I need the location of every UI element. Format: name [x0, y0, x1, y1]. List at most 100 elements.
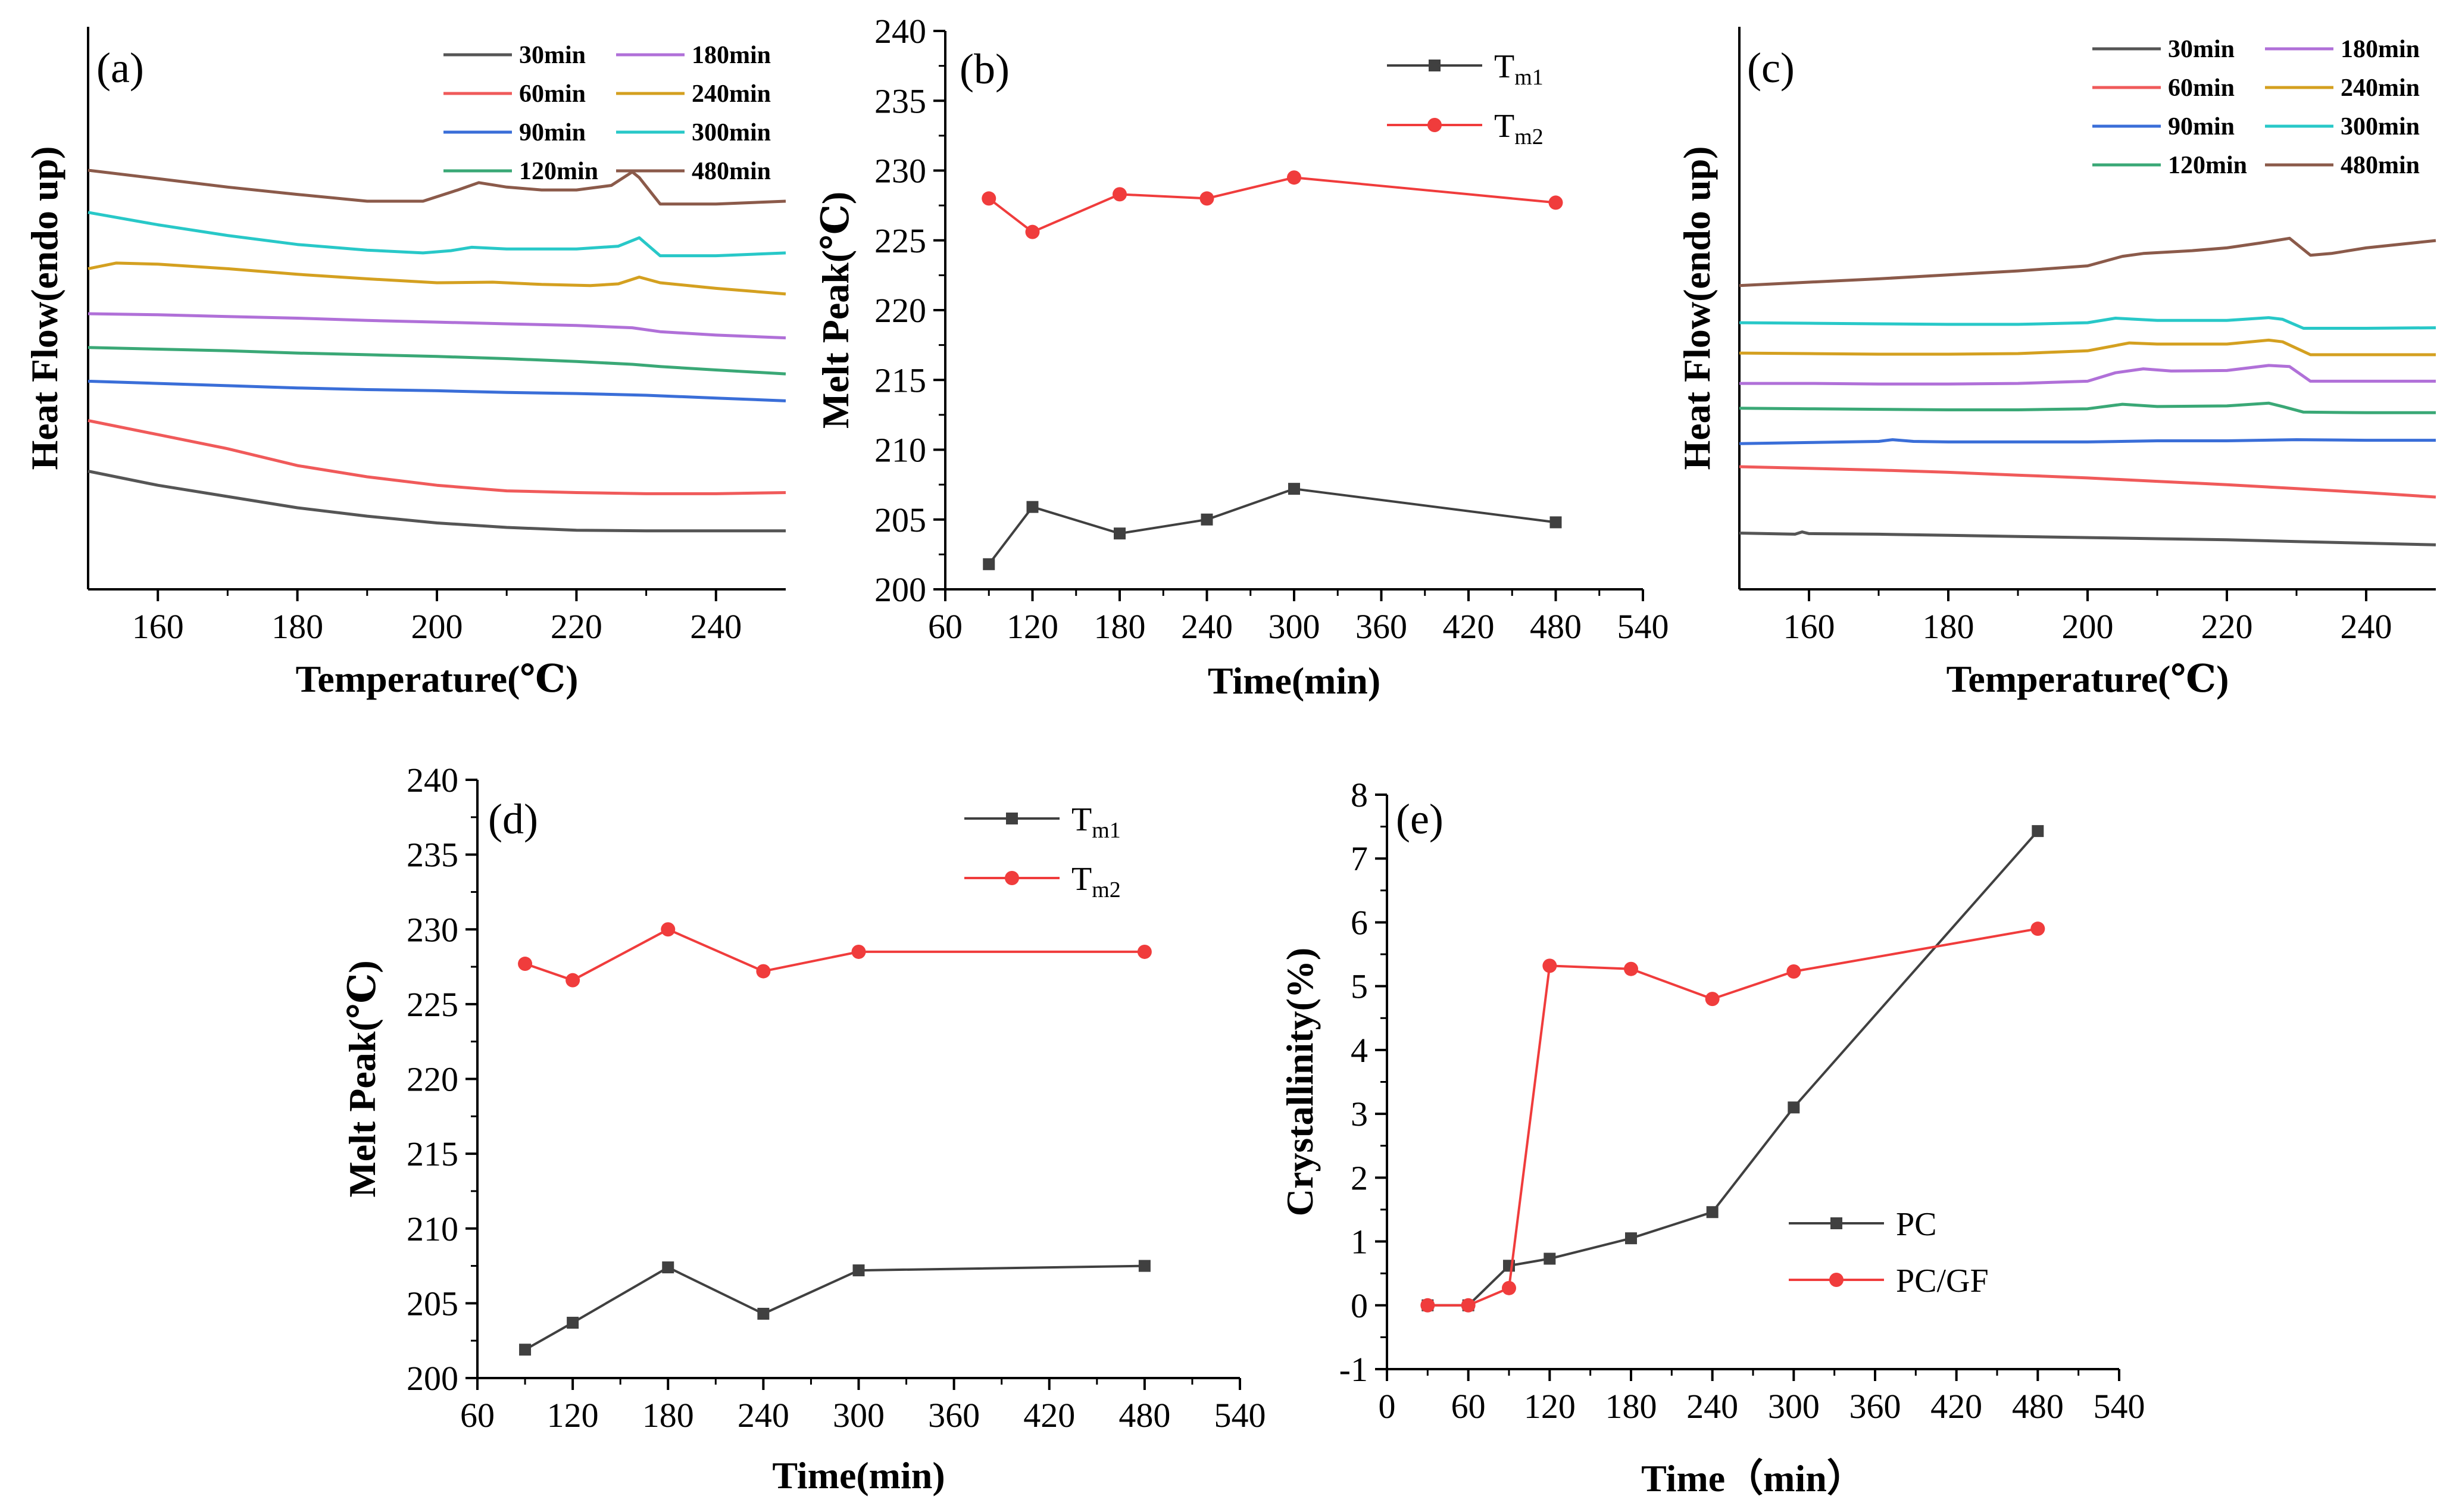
y-axis-title: Melt Peak(℃): [814, 192, 857, 429]
series-line-480min: [88, 168, 786, 206]
data-point-circle: [1461, 1298, 1476, 1313]
data-point-square: [1549, 516, 1562, 529]
x-tick-label: 120: [1524, 1387, 1576, 1426]
series-line-pcgf: [1427, 927, 2038, 1307]
data-point-square: [1288, 483, 1300, 495]
series-line-tm1: [988, 488, 1556, 566]
legend-label-subscript: m1: [1514, 65, 1544, 90]
legend-label: 30min: [519, 42, 586, 69]
data-point-square: [852, 1264, 865, 1277]
x-tick-label: 480: [1118, 1396, 1170, 1435]
y-tick-label: 230: [874, 152, 926, 190]
data-point-square: [519, 1344, 532, 1356]
legend-marker-square: [1006, 813, 1018, 824]
legend-label: Tm1: [1494, 48, 1544, 90]
x-tick-label: 180: [642, 1396, 694, 1435]
data-point-square: [1026, 501, 1039, 513]
data-point-circle: [1624, 961, 1638, 976]
x-tick-label: 200: [2062, 607, 2114, 646]
legend-label-main: T: [1494, 108, 1514, 145]
y-tick-label: 220: [874, 291, 926, 330]
legend-label-main: T: [1071, 861, 1092, 898]
data-point-circle: [661, 922, 676, 937]
x-tick-label: 60: [460, 1396, 495, 1435]
panel-letter: (a): [96, 44, 144, 92]
panel-letter: (e): [1396, 795, 1444, 843]
series-line-60min: [88, 419, 786, 495]
series-line-30min: [1739, 530, 2436, 546]
x-tick-label: 300: [1768, 1387, 1820, 1426]
x-tick-label: 60: [1451, 1387, 1486, 1426]
x-tick-label: 220: [2201, 607, 2253, 646]
y-tick-label: 230: [407, 910, 458, 949]
legend-label: 120min: [519, 158, 598, 185]
legend-marker-circle: [1427, 118, 1442, 132]
legend-label: 180min: [2341, 36, 2420, 63]
x-tick-label: 240: [1181, 607, 1233, 646]
x-tick-label: 540: [2094, 1387, 2145, 1426]
x-tick-label: 160: [1783, 607, 1835, 646]
series-line-240min: [88, 261, 786, 296]
x-tick-label: 420: [1023, 1396, 1075, 1435]
series-line-120min: [1739, 401, 2436, 414]
x-tick-label: 200: [411, 607, 463, 646]
legend-marker-circle: [1005, 871, 1019, 885]
legend-label: 60min: [2168, 74, 2235, 102]
data-point-circle: [982, 191, 996, 206]
data-point-square: [1138, 1260, 1151, 1272]
data-point-square: [2032, 825, 2044, 838]
y-tick-label: 205: [407, 1284, 458, 1323]
series-line-30min: [88, 470, 786, 533]
y-tick-label: 5: [1351, 967, 1368, 1006]
y-axis-title: Heat Flow(endo up): [23, 146, 65, 470]
x-axis-title: Time（min）: [1641, 1457, 1865, 1499]
x-tick-label: 120: [1007, 607, 1058, 646]
legend-label: PC/GF: [1896, 1263, 1989, 1299]
x-axis-title: Time(min): [772, 1454, 945, 1497]
series-line-300min: [88, 211, 786, 258]
data-point-circle: [851, 944, 866, 959]
y-tick-label: 200: [407, 1359, 458, 1398]
legend-label-main: PC/GF: [1896, 1263, 1989, 1299]
panel-e-crystallinity: 0 60 120 180 240 300 360 420 480 540 -1 0 1 2 3 4 5 6 7 8 Ti…: [1279, 776, 2145, 1499]
legend-label: 90min: [2168, 113, 2235, 140]
y-tick-label: 210: [874, 431, 926, 470]
series-line-180min: [1739, 364, 2436, 386]
x-tick-label: 180: [1923, 607, 1974, 646]
data-point-square: [1201, 513, 1213, 526]
y-tick-label: 220: [407, 1060, 458, 1099]
data-point-square: [1625, 1232, 1637, 1245]
data-point-circle: [1502, 1280, 1516, 1295]
y-tick-label: 7: [1351, 839, 1368, 878]
data-point-circle: [1420, 1298, 1435, 1313]
x-tick-label: 240: [690, 607, 742, 646]
legend-label-main: PC: [1896, 1206, 1937, 1243]
legend-marker-square: [1830, 1217, 1842, 1229]
x-tick-label: 420: [1930, 1387, 1982, 1426]
y-tick-label: 1: [1351, 1223, 1368, 1261]
data-point-circle: [1199, 191, 1214, 206]
y-tick-label: 4: [1351, 1031, 1368, 1070]
panel-a-dsc-curves-pc: 160 180 200 220 240 Temperature(℃) Heat Flow(e…: [23, 27, 786, 700]
x-tick-label: 540: [1617, 607, 1669, 646]
data-point-circle: [1548, 195, 1563, 210]
x-axis-title: Time(min): [1208, 660, 1380, 702]
y-tick-label: 215: [407, 1135, 458, 1173]
x-tick-label: 420: [1443, 607, 1495, 646]
legend-marker-square: [1429, 60, 1441, 71]
series-line-tm2: [988, 176, 1556, 233]
x-axis-title: Temperature(℃): [1947, 658, 2229, 700]
y-tick-label: 210: [407, 1210, 458, 1248]
x-tick-label: 60: [928, 607, 963, 646]
panel-letter: (c): [1747, 44, 1795, 92]
legend-label: Tm2: [1494, 108, 1544, 149]
legend-label: 240min: [692, 80, 771, 108]
series-line-120min: [88, 346, 786, 376]
x-tick-label: 180: [1094, 607, 1146, 646]
legend-label: 180min: [692, 42, 771, 69]
data-point-circle: [1025, 224, 1040, 239]
y-tick-label: 225: [407, 985, 458, 1024]
legend-label-main: T: [1494, 48, 1514, 85]
y-tick-label: 240: [407, 761, 458, 799]
